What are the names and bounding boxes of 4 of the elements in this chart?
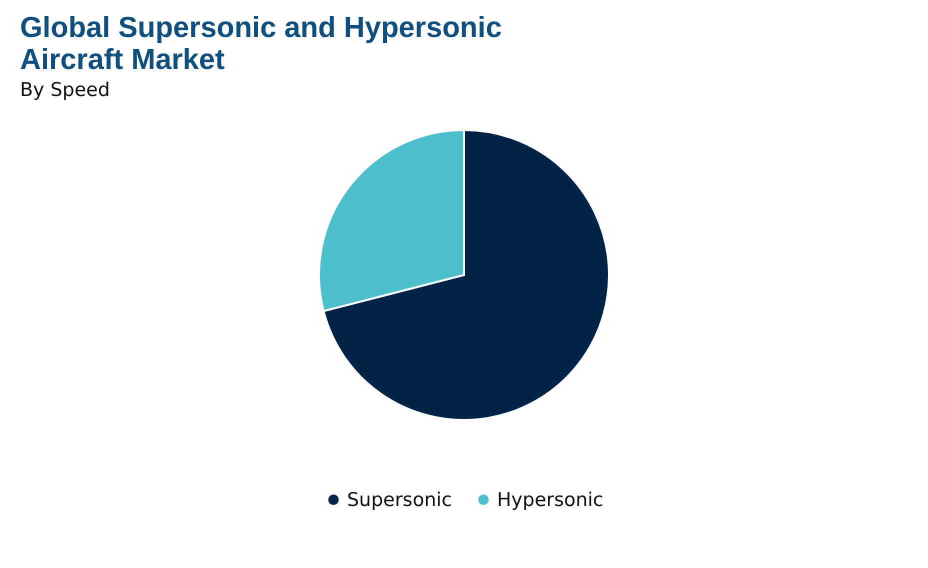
- legend-label: Supersonic: [347, 488, 452, 511]
- text: By Speed: [20, 79, 110, 101]
- legend-label: Hypersonic: [497, 488, 604, 511]
- chart-title: Global Supersonic and Hypersonic Aircraft Market: [20, 12, 502, 76]
